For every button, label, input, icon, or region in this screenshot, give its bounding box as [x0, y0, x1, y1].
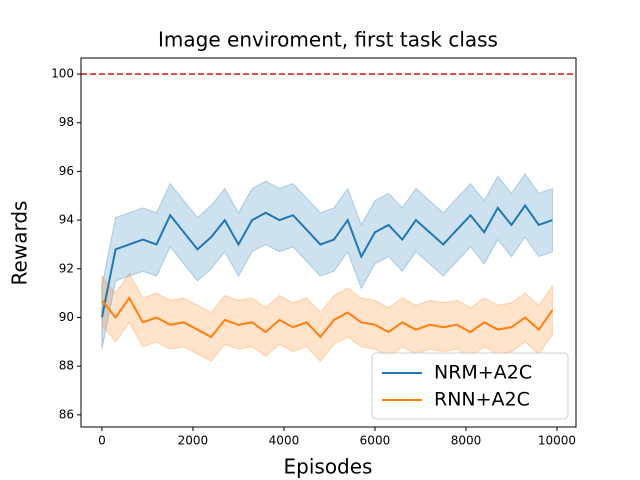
line [101, 296, 554, 339]
x-tick-label: 10000 [538, 434, 576, 448]
y-tick-label: 98 [59, 115, 74, 129]
x-tick-label: 4000 [269, 434, 300, 448]
x-axis-label: Episodes [284, 455, 373, 479]
y-tick-label: 100 [51, 67, 74, 81]
y-tick-label: 94 [59, 213, 74, 227]
y-tick-label: 86 [59, 407, 74, 421]
legend-label: RNN+A2C [434, 389, 530, 411]
x-tick-label: 6000 [360, 434, 391, 448]
y-tick-label: 92 [59, 261, 74, 275]
y-tick-label: 96 [59, 164, 74, 178]
legend-label: NRM+A2C [434, 362, 532, 384]
line [100, 203, 553, 318]
band [101, 272, 553, 363]
chart-title: Image enviroment, first task class [158, 28, 498, 52]
plot-area [100, 172, 554, 363]
x-tick-label: 2000 [178, 434, 209, 448]
y-axis-label: Rewards [8, 201, 32, 286]
axes-frame [80, 57, 577, 428]
y-tick-label: 88 [59, 359, 74, 373]
legend [371, 352, 569, 420]
band [101, 172, 553, 350]
x-tick-label: 0 [98, 434, 106, 448]
x-tick-label: 8000 [451, 434, 482, 448]
y-tick-label: 90 [59, 310, 74, 324]
